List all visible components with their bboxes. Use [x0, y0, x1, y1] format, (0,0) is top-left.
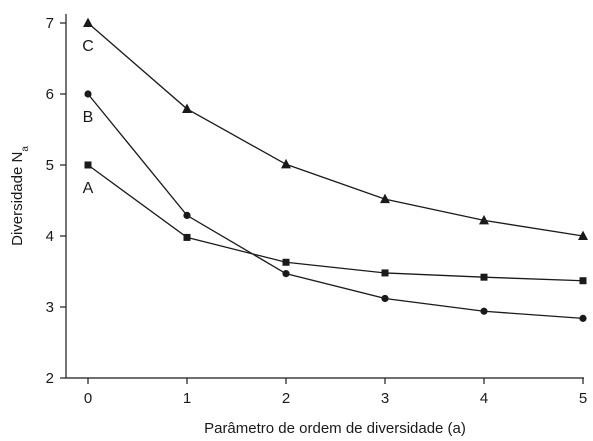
data-point-a	[84, 161, 92, 169]
data-point-a	[282, 258, 290, 266]
data-point-b	[84, 90, 92, 98]
series-line-b	[87, 93, 584, 320]
y-tick-label: 6	[46, 86, 54, 103]
data-point-c	[380, 193, 390, 204]
x-tick-label: 0	[84, 390, 92, 407]
data-point-c	[83, 17, 93, 28]
x-tick-label: 2	[282, 390, 290, 407]
y-axis-title: Diversidade Na	[9, 146, 31, 246]
data-point-a	[183, 233, 191, 241]
data-point-b	[579, 314, 587, 322]
series-c	[83, 17, 588, 241]
x-tick-label: 4	[480, 390, 488, 407]
x-ticks: 0 1 2 3 4 5	[84, 378, 587, 407]
y-tick-label: 7	[46, 15, 54, 32]
y-axis-title-main: Diversidade N	[9, 152, 26, 246]
axes	[65, 14, 584, 379]
x-tick-label: 1	[183, 390, 191, 407]
y-tick-label: 2	[46, 370, 54, 387]
y-tick-label: 5	[46, 157, 54, 174]
series-label-c: C	[82, 38, 94, 55]
data-point-a	[480, 273, 488, 281]
series-line-c	[87, 22, 584, 237]
data-point-b	[480, 307, 488, 315]
x-tick-label: 3	[381, 390, 389, 407]
x-axis-title: Parâmetro de ordem de diversidade (a)	[204, 420, 466, 437]
series-label-b: B	[83, 109, 94, 126]
x-tick-label: 5	[579, 390, 587, 407]
y-tick-label: 4	[46, 228, 54, 245]
series-a	[84, 161, 587, 285]
data-point-b	[381, 294, 389, 303]
series-b	[84, 90, 587, 322]
data-point-c	[479, 214, 489, 225]
data-point-b	[282, 270, 290, 278]
y-ticks: 2 3 4 5 6 7	[46, 15, 66, 387]
data-point-a	[579, 277, 587, 285]
data-point-b	[183, 211, 191, 220]
data-point-c	[578, 230, 588, 241]
data-point-a	[381, 269, 389, 277]
series-labels: A B C	[82, 38, 94, 197]
data-point-c	[182, 103, 192, 113]
data-point-c	[281, 158, 291, 169]
y-axis-title-subscript: a	[20, 146, 31, 152]
y-tick-label: 3	[46, 299, 54, 316]
series-label-a: A	[83, 180, 94, 197]
series-group	[83, 17, 588, 322]
series-line-a	[87, 164, 584, 282]
